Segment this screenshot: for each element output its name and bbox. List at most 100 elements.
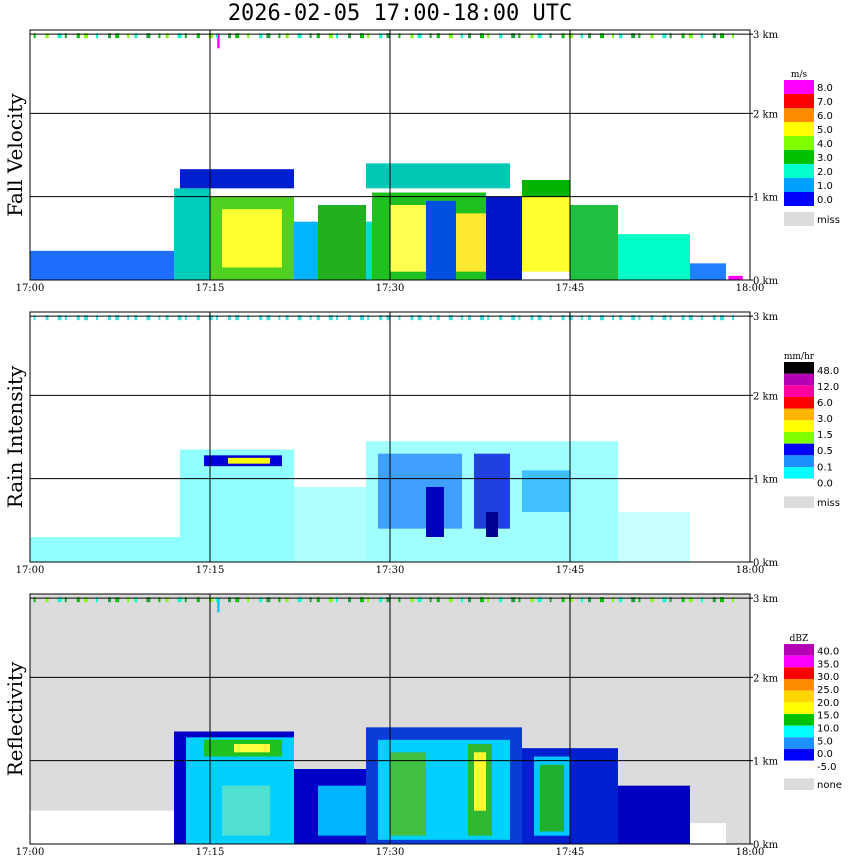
- echo-cell-11: [618, 512, 690, 562]
- upper-echo-dot: [367, 597, 370, 603]
- colorbar-swatch: [784, 443, 814, 456]
- upper-echo-dot: [518, 597, 521, 603]
- upper-echo-dot: [146, 315, 151, 321]
- upper-echo-dot: [360, 315, 364, 321]
- colorbar-swatch: [784, 362, 814, 374]
- upper-echo-dot: [266, 33, 271, 39]
- echo-cell-4: [234, 744, 270, 753]
- upper-echo-dot: [568, 33, 573, 39]
- upper-echo-dot: [115, 33, 120, 39]
- upper-echo-dot: [328, 33, 333, 39]
- upper-echo-dot: [196, 315, 200, 321]
- x-tick-label: 17:15: [196, 283, 225, 294]
- upper-echo-dot: [561, 315, 565, 321]
- colorbar-label: 25.0: [817, 685, 839, 696]
- upper-echo-dot: [410, 33, 414, 39]
- upper-echo-dot: [480, 315, 484, 321]
- upper-echo-dot: [177, 597, 182, 603]
- upper-echo-dot: [600, 597, 604, 603]
- upper-echo-dot: [631, 33, 636, 39]
- upper-echo-dot: [600, 315, 604, 321]
- upper-echo-dot: [247, 33, 250, 39]
- colorbar-label: -5.0: [817, 762, 837, 773]
- upper-echo-dot: [499, 315, 503, 321]
- x-tick-label: 17:30: [376, 283, 405, 294]
- upper-echo-dot: [499, 33, 503, 39]
- upper-echo-dot: [367, 33, 370, 39]
- upper-echo-dot: [638, 597, 641, 603]
- upper-echo-dot: [33, 33, 36, 39]
- colorbar-label: 3.0: [817, 414, 833, 425]
- upper-echo-dot: [436, 315, 440, 321]
- echo-cell-18: [217, 598, 220, 613]
- colorbar-label: 15.0: [817, 711, 839, 722]
- colorbar-unit: mm/hr: [784, 352, 815, 362]
- echo-cell-10: [522, 470, 570, 512]
- colorbar-swatch: [784, 136, 814, 150]
- upper-echo-dot: [460, 315, 463, 321]
- colorbar-swatch: [784, 702, 814, 714]
- colorbar-swatch: [784, 478, 814, 491]
- y-axis-label: Fall Velocity: [3, 93, 27, 217]
- colorbar-swatch: [784, 192, 814, 206]
- upper-echo-dot: [386, 597, 391, 603]
- echo-cell-12: [474, 752, 486, 811]
- x-tick-label: 17:30: [376, 847, 405, 858]
- rain-intensity-panel: 17:00 17:15 17:30 17:45 18:000 km 1 km 2 km 3 k…: [3, 311, 840, 576]
- colorbar-label: 10.0: [817, 723, 839, 734]
- upper-echo-dot: [631, 315, 636, 321]
- upper-echo-dot: [417, 315, 422, 321]
- echo-cell-6: [378, 453, 462, 529]
- upper-echo-dot: [417, 33, 422, 39]
- upper-echo-dot: [650, 315, 654, 321]
- upper-echo-dot: [45, 315, 49, 321]
- upper-echo-dot: [712, 597, 716, 603]
- upper-echo-dot: [208, 33, 213, 39]
- upper-echo-dot: [732, 315, 734, 321]
- upper-echo-dot: [84, 33, 88, 39]
- upper-echo-dot: [568, 597, 573, 603]
- echo-cell-0: [30, 810, 186, 844]
- y-tick-label: 3 km: [753, 594, 779, 605]
- upper-echo-dot: [681, 33, 685, 39]
- colorbar-label: 0.0: [817, 749, 833, 760]
- upper-echo-dot: [386, 315, 391, 321]
- upper-echo-dot: [184, 315, 187, 321]
- upper-echo-dot: [662, 33, 667, 39]
- upper-echo-dot: [33, 597, 36, 603]
- upper-echo-dot: [530, 315, 534, 321]
- x-tick-label: 17:45: [556, 283, 585, 294]
- upper-echo-dot: [165, 33, 169, 39]
- upper-echo-dot: [127, 315, 130, 321]
- colorbar-swatch: [784, 420, 814, 432]
- upper-echo-dot: [511, 33, 516, 39]
- upper-echo-dot: [669, 33, 672, 39]
- upper-echo-dot: [700, 597, 703, 603]
- fall-velocity-panel: 17:00 17:15 17:30 17:45 18:000 km 1 km 2 km 3 k…: [3, 29, 840, 294]
- echo-cell-5: [222, 785, 270, 836]
- upper-echo-dot: [146, 597, 151, 603]
- upper-echo-dot: [127, 597, 130, 603]
- upper-echo-dot: [568, 315, 573, 321]
- colorbar-label: 30.0: [817, 672, 839, 683]
- upper-echo-dot: [720, 597, 724, 603]
- colorbar-label: 35.0: [817, 659, 839, 670]
- echo-cell-16: [570, 205, 618, 280]
- upper-echo-dot: [177, 33, 182, 39]
- upper-echo-dot: [360, 33, 364, 39]
- upper-echo-dot: [612, 597, 614, 603]
- y-tick-label: 1 km: [753, 475, 779, 486]
- upper-echo-dot: [285, 33, 289, 39]
- plot-frame: [29, 593, 751, 845]
- colorbar-label: 40.0: [817, 646, 839, 657]
- echo-cell-7: [318, 785, 366, 836]
- colorbar-swatch: [784, 432, 814, 444]
- upper-echo-dot: [216, 315, 218, 321]
- colorbar-label: 12.0: [817, 382, 839, 393]
- upper-echo-dot: [612, 33, 614, 39]
- upper-echo-dot: [518, 33, 521, 39]
- upper-echo-dot: [360, 597, 364, 603]
- colorbar-swatch: [784, 467, 814, 479]
- upper-echo-dot: [96, 597, 98, 603]
- y-tick-label: 2 km: [753, 673, 779, 684]
